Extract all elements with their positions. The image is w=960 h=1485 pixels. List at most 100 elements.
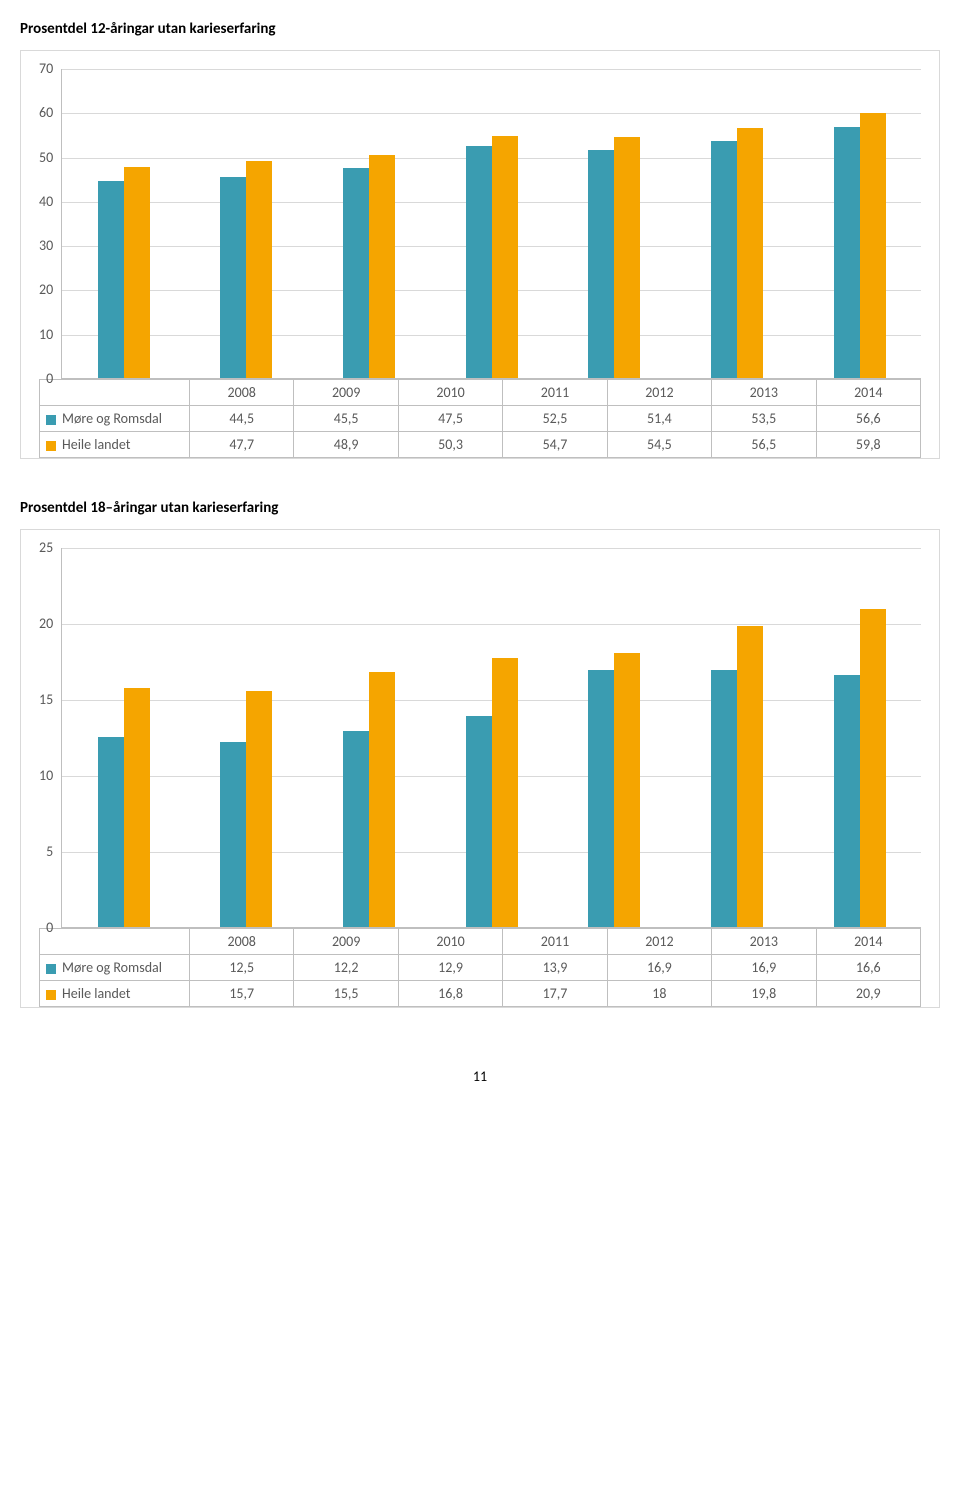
bar-group	[430, 69, 553, 378]
bar	[246, 691, 272, 927]
table-row: Møre og Romsdal12,512,212,913,916,916,91…	[40, 955, 921, 981]
bar-group	[676, 69, 799, 378]
value-cell: 16,8	[398, 981, 502, 1007]
table-row: Heile landet15,715,516,817,71819,820,9	[40, 981, 921, 1007]
legend-swatch	[46, 415, 56, 425]
table-year-header: 2009	[294, 929, 398, 955]
bar	[614, 137, 640, 378]
bar	[98, 737, 124, 927]
bar-group	[798, 548, 921, 927]
table-row: Møre og Romsdal44,545,547,552,551,453,55…	[40, 406, 921, 432]
chart2-data-table: 2008200920102011201220132014Møre og Roms…	[39, 928, 921, 1007]
chart2-y-axis: 2520151050	[39, 548, 61, 928]
series-name-label: Heile landet	[62, 985, 130, 1002]
bar-group	[430, 548, 553, 927]
value-cell: 17,7	[503, 981, 607, 1007]
table-header-row: 2008200920102011201220132014	[40, 929, 921, 955]
value-cell: 47,7	[190, 432, 294, 458]
bar	[124, 688, 150, 927]
value-cell: 19,8	[712, 981, 816, 1007]
series-name-cell: Heile landet	[40, 432, 190, 458]
table-year-header: 2014	[816, 380, 920, 406]
series-name-label: Møre og Romsdal	[62, 410, 162, 427]
legend-swatch	[46, 964, 56, 974]
bar-group	[676, 548, 799, 927]
series-name-label: Heile landet	[62, 436, 130, 453]
bar-group	[62, 69, 185, 378]
table-year-header: 2011	[503, 380, 607, 406]
chart1-plot-area	[61, 69, 921, 379]
table-year-header: 2013	[712, 380, 816, 406]
value-cell: 12,9	[398, 955, 502, 981]
value-cell: 51,4	[607, 406, 711, 432]
series-name-cell: Heile landet	[40, 981, 190, 1007]
bar	[220, 742, 246, 927]
table-header-row: 2008200920102011201220132014	[40, 380, 921, 406]
value-cell: 53,5	[712, 406, 816, 432]
chart1-bars	[62, 69, 921, 378]
bar	[492, 658, 518, 927]
bar-group	[553, 548, 676, 927]
value-cell: 54,7	[503, 432, 607, 458]
bar	[614, 653, 640, 927]
bar	[860, 113, 886, 378]
series-name-cell: Møre og Romsdal	[40, 955, 190, 981]
value-cell: 16,6	[816, 955, 920, 981]
chart1-title: Prosentdel 12-åringar utan karieserfarin…	[20, 20, 940, 38]
bar	[246, 161, 272, 378]
table-year-header: 2011	[503, 929, 607, 955]
page-number: 11	[20, 1068, 940, 1085]
series-name-label: Møre og Romsdal	[62, 959, 162, 976]
chart1-y-axis: 706050403020100	[39, 69, 61, 379]
table-year-header: 2012	[607, 929, 711, 955]
value-cell: 48,9	[294, 432, 398, 458]
table-corner-cell	[40, 929, 190, 955]
table-year-header: 2013	[712, 929, 816, 955]
legend-swatch	[46, 990, 56, 1000]
bar-group	[553, 69, 676, 378]
table-year-header: 2014	[816, 929, 920, 955]
bar	[834, 127, 860, 378]
table-year-header: 2008	[190, 929, 294, 955]
table-year-header: 2008	[190, 380, 294, 406]
bar	[711, 141, 737, 378]
chart2-bars	[62, 548, 921, 927]
bar-group	[185, 69, 308, 378]
bar	[711, 670, 737, 927]
table-corner-cell	[40, 380, 190, 406]
value-cell: 18	[607, 981, 711, 1007]
bar-group	[62, 548, 185, 927]
bar	[492, 136, 518, 378]
bar	[343, 731, 369, 927]
bar	[860, 609, 886, 927]
chart1-frame: 706050403020100 200820092010201120122013…	[20, 50, 940, 459]
bar	[343, 168, 369, 378]
bar	[220, 177, 246, 379]
bar-group	[798, 69, 921, 378]
bar	[737, 626, 763, 927]
bar	[737, 128, 763, 378]
legend-swatch	[46, 441, 56, 451]
bar	[588, 150, 614, 378]
bar	[98, 181, 124, 378]
value-cell: 44,5	[190, 406, 294, 432]
bar	[834, 675, 860, 927]
table-year-header: 2010	[398, 380, 502, 406]
chart2-frame: 2520151050 2008200920102011201220132014M…	[20, 529, 940, 1008]
bar	[466, 716, 492, 927]
value-cell: 45,5	[294, 406, 398, 432]
value-cell: 47,5	[398, 406, 502, 432]
bar	[588, 670, 614, 927]
bar	[124, 167, 150, 378]
value-cell: 16,9	[607, 955, 711, 981]
value-cell: 54,5	[607, 432, 711, 458]
bar	[466, 146, 492, 379]
value-cell: 20,9	[816, 981, 920, 1007]
bar	[369, 155, 395, 378]
table-row: Heile landet47,748,950,354,754,556,559,8	[40, 432, 921, 458]
bar-group	[308, 69, 431, 378]
table-year-header: 2012	[607, 380, 711, 406]
bar	[369, 672, 395, 927]
value-cell: 16,9	[712, 955, 816, 981]
chart2-title: Prosentdel 18–åringar utan karieserfarin…	[20, 499, 940, 517]
